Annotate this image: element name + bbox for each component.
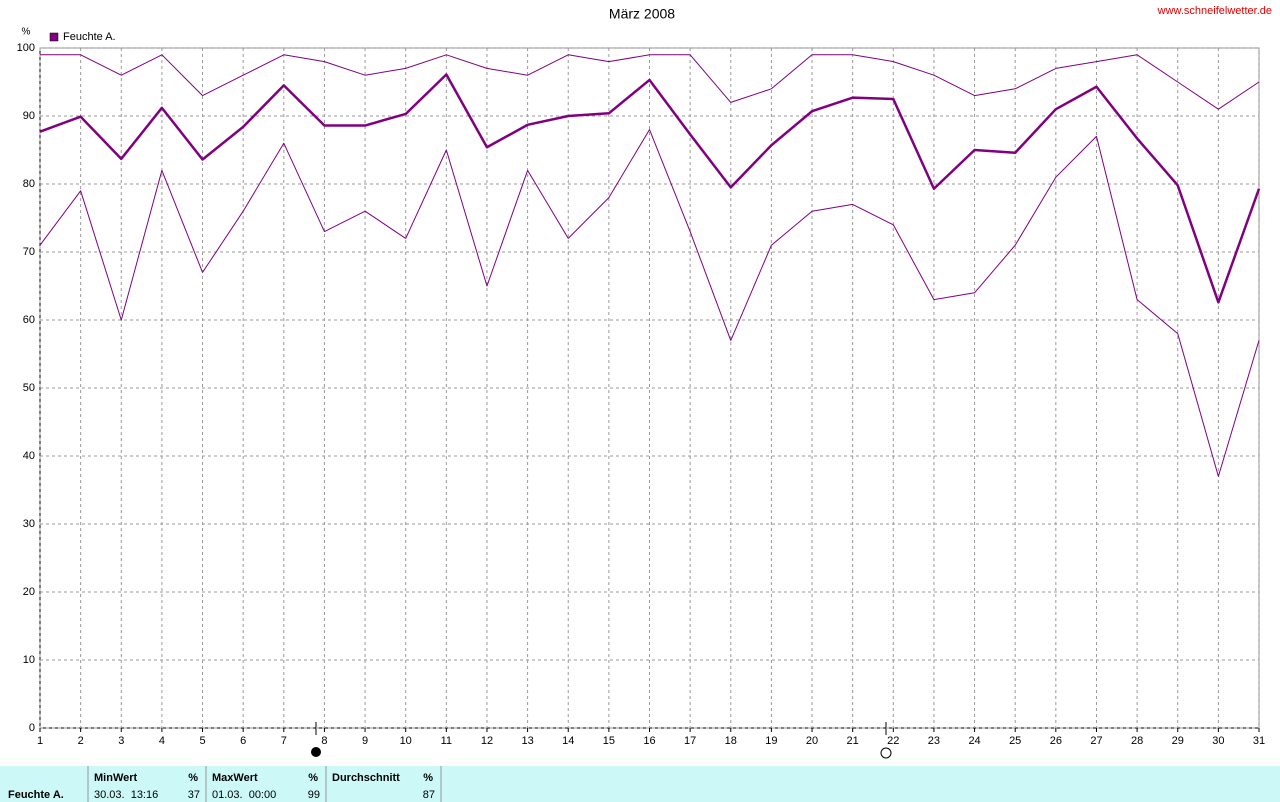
x-tick-label: 25 bbox=[1009, 735, 1021, 747]
chart-title: März 2008 bbox=[609, 6, 675, 22]
y-tick-label: 70 bbox=[23, 246, 35, 258]
summary-header: Durchschnitt bbox=[332, 772, 400, 784]
x-tick-label: 1 bbox=[37, 735, 43, 747]
y-tick-label: 60 bbox=[23, 314, 35, 326]
x-tick-label: 14 bbox=[562, 735, 574, 747]
summary-unit: % bbox=[308, 772, 318, 784]
data-line bbox=[40, 54, 1260, 110]
x-tick-label: 29 bbox=[1172, 735, 1184, 747]
x-tick-label: 26 bbox=[1050, 735, 1062, 747]
summary-row-label: Feuchte A. bbox=[8, 789, 64, 801]
y-unit: % bbox=[22, 27, 31, 38]
summary-unit: % bbox=[423, 772, 433, 784]
new-moon-icon bbox=[311, 747, 321, 757]
x-tick-label: 20 bbox=[806, 735, 818, 747]
summary-time: 01.03. 00:00 bbox=[212, 789, 276, 801]
y-tick-label: 20 bbox=[23, 586, 35, 598]
x-tick-label: 21 bbox=[847, 735, 859, 747]
summary-table: Feuchte A. MinWert % 30.03. 13:16 37 MaxWert%… bbox=[8, 766, 442, 802]
legend-swatch bbox=[49, 32, 59, 42]
x-tick-label: 3 bbox=[118, 735, 124, 747]
y-tick-label: 100 bbox=[17, 42, 35, 54]
x-tick-label: 15 bbox=[603, 735, 615, 747]
summary-unit: % bbox=[188, 772, 198, 784]
y-tick-label: 30 bbox=[23, 518, 35, 530]
x-tick-label: 28 bbox=[1131, 735, 1143, 747]
data-line bbox=[39, 73, 1261, 304]
y-tick-label: 10 bbox=[23, 654, 35, 666]
x-tick-label: 23 bbox=[928, 735, 940, 747]
x-tick-label: 4 bbox=[159, 735, 165, 747]
x-tick-label: 10 bbox=[400, 735, 412, 747]
x-tick-label: 8 bbox=[321, 735, 327, 747]
x-tick-label: 19 bbox=[765, 735, 777, 747]
summary-time: 30.03. 13:16 bbox=[94, 789, 158, 801]
summary-band bbox=[0, 766, 1280, 802]
legend-label: Feuchte A. bbox=[63, 31, 116, 43]
x-tick-label: 22 bbox=[887, 735, 899, 747]
x-tick-label: 9 bbox=[362, 735, 368, 747]
x-tick-label: 13 bbox=[521, 735, 533, 747]
x-tick-label: 16 bbox=[643, 735, 655, 747]
summary-value: 87 bbox=[423, 789, 435, 801]
y-tick-label: 80 bbox=[23, 178, 35, 190]
data-line bbox=[39, 129, 1260, 477]
x-tick-label: 6 bbox=[240, 735, 246, 747]
x-tick-label: 5 bbox=[199, 735, 205, 747]
x-tick-label: 27 bbox=[1090, 735, 1102, 747]
x-tick-label: 18 bbox=[725, 735, 737, 747]
x-tick-label: 30 bbox=[1212, 735, 1224, 747]
summary-header: MinWert bbox=[94, 772, 138, 784]
x-tick-label: 2 bbox=[78, 735, 84, 747]
summary-value: 99 bbox=[308, 789, 320, 801]
x-tick-label: 7 bbox=[281, 735, 287, 747]
y-tick-label: 0 bbox=[29, 722, 35, 734]
summary-header: MaxWert bbox=[212, 772, 258, 784]
y-tick-label: 90 bbox=[23, 110, 35, 122]
y-tick-label: 50 bbox=[23, 382, 35, 394]
x-tick-label: 12 bbox=[481, 735, 493, 747]
y-tick-label: 40 bbox=[23, 450, 35, 462]
full-moon-icon bbox=[880, 747, 892, 759]
x-tick-label: 17 bbox=[684, 735, 696, 747]
x-tick-label: 11 bbox=[441, 735, 452, 747]
x-tick-label: 24 bbox=[968, 735, 980, 747]
summary-value: 37 bbox=[188, 789, 200, 801]
x-tick-label: 31 bbox=[1253, 735, 1265, 747]
source: www.schneifelwetter.de bbox=[1157, 5, 1272, 17]
